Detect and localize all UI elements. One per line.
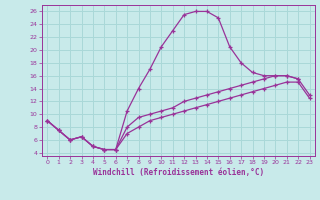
X-axis label: Windchill (Refroidissement éolien,°C): Windchill (Refroidissement éolien,°C) [93,168,264,177]
